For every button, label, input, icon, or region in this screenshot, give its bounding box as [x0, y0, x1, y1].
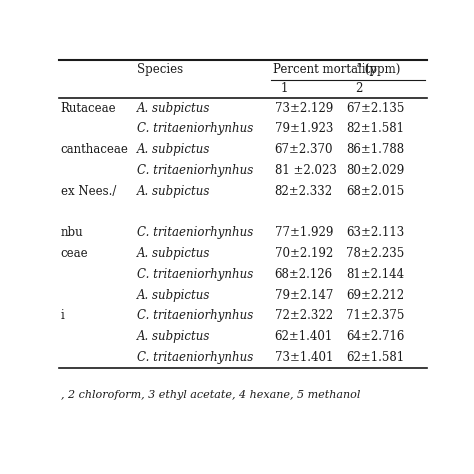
Text: 73±2.129: 73±2.129	[275, 101, 333, 115]
Text: (ppm): (ppm)	[361, 63, 400, 76]
Text: 81±2.144: 81±2.144	[346, 268, 404, 281]
Text: 68±2.126: 68±2.126	[275, 268, 333, 281]
Text: 73±1.401: 73±1.401	[275, 351, 333, 364]
Text: 79±2.147: 79±2.147	[275, 289, 333, 301]
Text: 82±1.581: 82±1.581	[346, 122, 404, 136]
Text: A. subpictus: A. subpictus	[137, 143, 210, 156]
Text: 72±2.322: 72±2.322	[275, 310, 333, 322]
Text: canthaceae: canthaceae	[61, 143, 128, 156]
Text: i: i	[61, 310, 64, 322]
Text: 69±2.212: 69±2.212	[346, 289, 404, 301]
Text: A. subpictus: A. subpictus	[137, 185, 210, 198]
Text: ex Nees./: ex Nees./	[61, 185, 116, 198]
Text: 78±2.235: 78±2.235	[346, 247, 404, 260]
Text: 67±2.135: 67±2.135	[346, 101, 404, 115]
Text: C. tritaeniorhynhus: C. tritaeniorhynhus	[137, 164, 253, 177]
Text: 80±2.029: 80±2.029	[346, 164, 404, 177]
Text: A. subpictus: A. subpictus	[137, 289, 210, 301]
Text: 62±1.581: 62±1.581	[346, 351, 404, 364]
Text: C. tritaeniorhynhus: C. tritaeniorhynhus	[137, 310, 253, 322]
Text: 77±1.929: 77±1.929	[275, 226, 333, 239]
Text: , 2 chloroform, 3 ethyl acetate, 4 hexane, 5 methanol: , 2 chloroform, 3 ethyl acetate, 4 hexan…	[61, 390, 360, 400]
Text: 63±2.113: 63±2.113	[346, 226, 404, 239]
Text: 82±2.332: 82±2.332	[275, 185, 333, 198]
Text: 1: 1	[281, 82, 288, 95]
Text: A. subpictus: A. subpictus	[137, 330, 210, 343]
Text: ceae: ceae	[61, 247, 89, 260]
Text: C. tritaeniorhynhus: C. tritaeniorhynhus	[137, 226, 253, 239]
Text: 62±1.401: 62±1.401	[275, 330, 333, 343]
Text: 70±2.192: 70±2.192	[275, 247, 333, 260]
Text: 81 ±2.023: 81 ±2.023	[275, 164, 337, 177]
Text: a: a	[357, 61, 362, 69]
Text: Percent mortality: Percent mortality	[273, 63, 377, 76]
Text: A. subpictus: A. subpictus	[137, 101, 210, 115]
Text: 71±2.375: 71±2.375	[346, 310, 404, 322]
Text: 2: 2	[356, 82, 363, 95]
Text: C. tritaeniorhynhus: C. tritaeniorhynhus	[137, 268, 253, 281]
Text: 79±1.923: 79±1.923	[275, 122, 333, 136]
Text: nbu: nbu	[61, 226, 83, 239]
Text: C. tritaeniorhynhus: C. tritaeniorhynhus	[137, 351, 253, 364]
Text: Species: Species	[137, 63, 183, 76]
Text: C. tritaeniorhynhus: C. tritaeniorhynhus	[137, 122, 253, 136]
Text: Rutaceae: Rutaceae	[61, 101, 117, 115]
Text: 68±2.015: 68±2.015	[346, 185, 404, 198]
Text: 86±1.788: 86±1.788	[346, 143, 404, 156]
Text: 67±2.370: 67±2.370	[275, 143, 333, 156]
Text: 64±2.716: 64±2.716	[346, 330, 404, 343]
Text: A. subpictus: A. subpictus	[137, 247, 210, 260]
